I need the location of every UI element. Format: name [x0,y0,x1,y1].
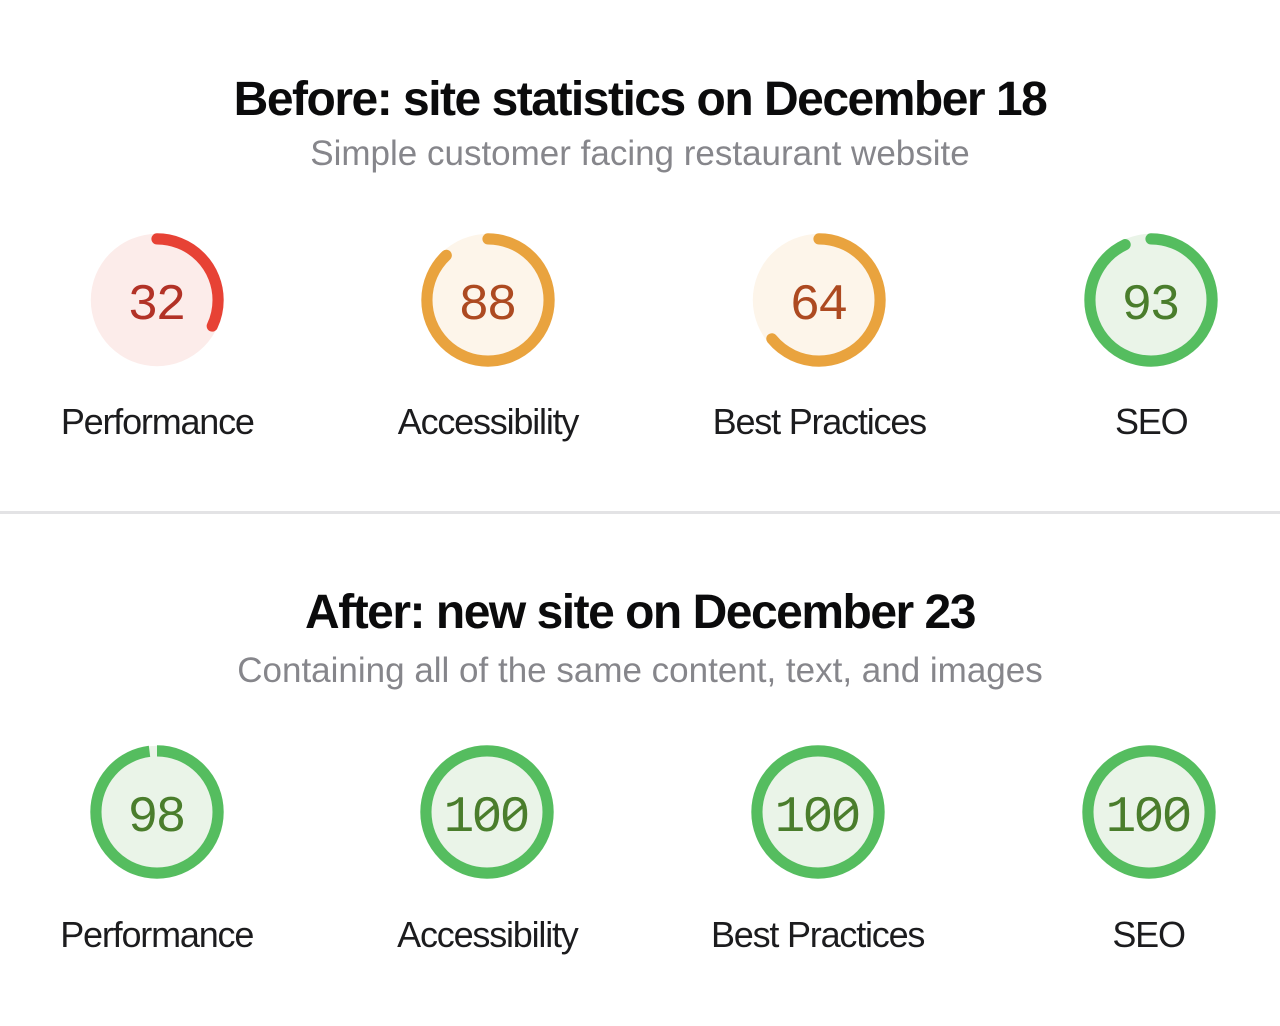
svg-text:64: 64 [790,279,847,336]
svg-text:93: 93 [1122,279,1178,336]
svg-text:100: 100 [1105,791,1189,848]
svg-text:98: 98 [127,791,183,848]
svg-text:32: 32 [128,279,184,336]
svg-text:100: 100 [774,791,858,848]
svg-text:88: 88 [459,279,515,336]
svg-text:100: 100 [444,791,528,848]
